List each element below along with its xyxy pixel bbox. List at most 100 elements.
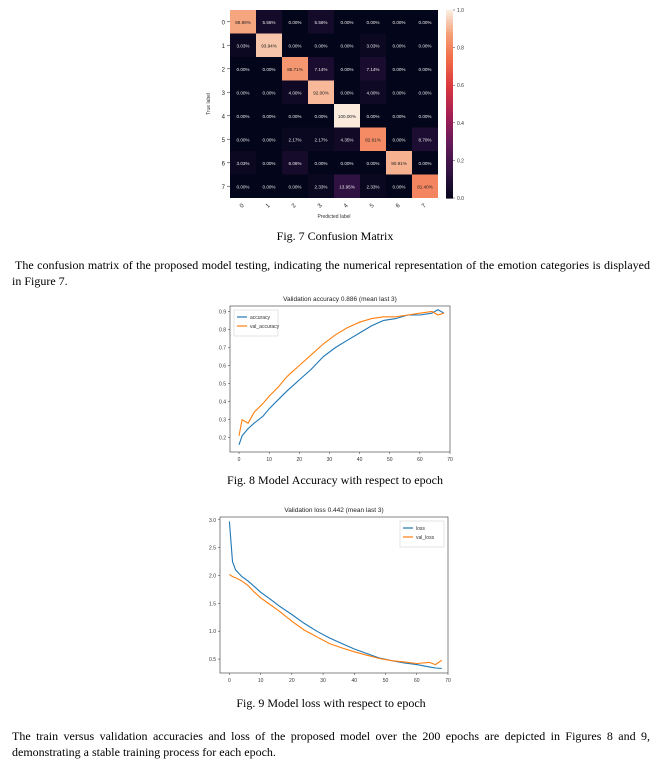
colorbar-tick: 0.8	[457, 46, 464, 52]
cm-cell-label: 0.00%	[288, 184, 301, 189]
colorbar-segment	[446, 151, 453, 155]
loss-chart: Validation loss 0.442 (mean last 3) 0.5 1.…	[209, 507, 451, 684]
cm-cell-label: 4.00%	[366, 90, 379, 95]
cm-cell-label: 93.94%	[261, 43, 277, 48]
cm-cell-label: 0.00%	[340, 90, 353, 95]
loss-y-tick: 2.0	[209, 574, 216, 580]
confusion-matrix-chart: 88.89% 5.56% 0.00% 5.56% 0.00% 0.00% 0.00% 0.00…	[206, 8, 464, 220]
loss-y-tick: 1.0	[209, 629, 216, 635]
cm-cell-label: 0.00%	[288, 114, 301, 119]
cm-x-tick: 5	[369, 203, 376, 210]
loss-legend-box	[399, 520, 445, 548]
colorbar-segment	[446, 19, 453, 24]
cm-cell-label: 0.00%	[418, 90, 431, 95]
loss-legend-label: loss	[416, 526, 425, 532]
colorbar-segment	[446, 72, 453, 77]
cm-x-tick: 4	[343, 203, 350, 210]
colorbar-segment	[446, 35, 453, 39]
cm-cell-label: 81.40%	[417, 184, 433, 189]
acc-series-accuracy	[238, 308, 445, 445]
cm-cell	[308, 151, 334, 175]
cm-cell	[256, 57, 282, 81]
acc-title: Validation accuracy 0.886 (mean last 3)	[283, 296, 397, 303]
cm-cell	[386, 104, 412, 128]
cm-cell	[360, 80, 386, 104]
cm-cell	[230, 127, 256, 151]
cm-cell-label: 0.00%	[262, 184, 275, 189]
cm-cell	[412, 151, 438, 175]
cm-cell-label: 0.00%	[418, 67, 431, 72]
cm-cell-label: 5.56%	[262, 20, 275, 25]
cm-cell	[230, 80, 256, 104]
cm-cell	[412, 174, 438, 198]
cm-cell-label: 0.00%	[366, 161, 379, 166]
cm-cell	[360, 10, 386, 34]
colorbar-segment	[446, 176, 453, 180]
figure-9-caption: Fig. 9 Model loss with respect to epoch	[236, 696, 426, 710]
figure-7: 88.89% 5.56% 0.00% 5.56% 0.00% 0.00% 0.00% 0.00…	[200, 6, 470, 224]
cm-y-tick: 2	[222, 67, 226, 73]
acc-x-tick: 60	[417, 457, 423, 463]
colorbar-segment	[446, 172, 453, 177]
cm-cell	[256, 174, 282, 198]
colorbar-segment	[446, 144, 453, 149]
cm-cell-label: 88.89%	[235, 20, 251, 25]
acc-y-tick: 0.9	[219, 309, 226, 315]
colorbar-segment	[446, 13, 453, 17]
cm-cell	[334, 33, 360, 57]
cm-cell	[230, 10, 256, 34]
colorbar-segment	[446, 110, 453, 114]
cm-cell-label: 0.00%	[340, 20, 353, 25]
colorbar-segment	[446, 182, 453, 187]
cm-x-tick: 0	[239, 203, 246, 210]
colorbar-segment	[446, 63, 453, 67]
colorbar-segment	[446, 163, 453, 168]
cm-cell-label: 0.00%	[392, 90, 405, 95]
acc-y-tick: 0.8	[219, 327, 226, 333]
cm-cell	[412, 10, 438, 34]
colorbar-segment	[446, 100, 453, 105]
cm-cell	[386, 10, 412, 34]
colorbar-segment	[446, 119, 453, 124]
cm-cell-label: 0.00%	[236, 67, 249, 72]
cm-cell-label: 0.00%	[392, 43, 405, 48]
colorbar-segment	[446, 53, 453, 58]
cm-cell	[230, 174, 256, 198]
colorbar-segment	[446, 191, 453, 196]
cm-y-axis-label: True label	[206, 93, 212, 115]
acc-x-tick: 70	[447, 457, 453, 463]
colorbar-segment	[446, 94, 453, 99]
cm-cell-label: 4.35%	[340, 137, 353, 142]
colorbar-segment	[446, 154, 453, 158]
cm-cell	[412, 57, 438, 81]
colorbar-segment	[446, 69, 453, 74]
cm-cell	[386, 174, 412, 198]
acc-y-tick: 0.5	[219, 382, 226, 388]
acc-x-tick: 40	[357, 457, 363, 463]
cm-cell-label: 0.00%	[366, 20, 379, 25]
loss-x-tick: 40	[352, 678, 358, 684]
cm-cell-label: 0.00%	[236, 90, 249, 95]
loss-x-tick: 50	[383, 678, 389, 684]
cm-cell-label: 0.00%	[392, 184, 405, 189]
cm-y-tick: 7	[222, 185, 226, 191]
cm-cell-label: 2.17%	[314, 137, 327, 142]
colorbar-segment	[446, 125, 453, 130]
colorbar-segment	[446, 135, 453, 140]
colorbar-segment	[446, 141, 453, 146]
accuracy-chart: Validation accuracy 0.886 (mean last 3) 0…	[219, 296, 453, 463]
cm-cell-label: 3.03%	[236, 43, 249, 48]
loss-legend-label: val_loss	[416, 535, 435, 541]
cm-cell-label: 6.06%	[288, 161, 301, 166]
colorbar-segment	[446, 38, 453, 42]
cm-cell-label: 0.00%	[392, 67, 405, 72]
loss-y-tick: 3.0	[209, 518, 216, 524]
cm-cell-label: 2.33%	[366, 184, 379, 189]
cm-cell-label: 0.00%	[236, 184, 249, 189]
colorbar-segment	[446, 97, 453, 102]
colorbar-segment	[446, 10, 453, 14]
cm-cell	[360, 174, 386, 198]
colorbar-segment	[446, 41, 453, 46]
cm-x-axis-label: Predicted label	[317, 214, 350, 220]
cm-cell	[282, 174, 308, 198]
